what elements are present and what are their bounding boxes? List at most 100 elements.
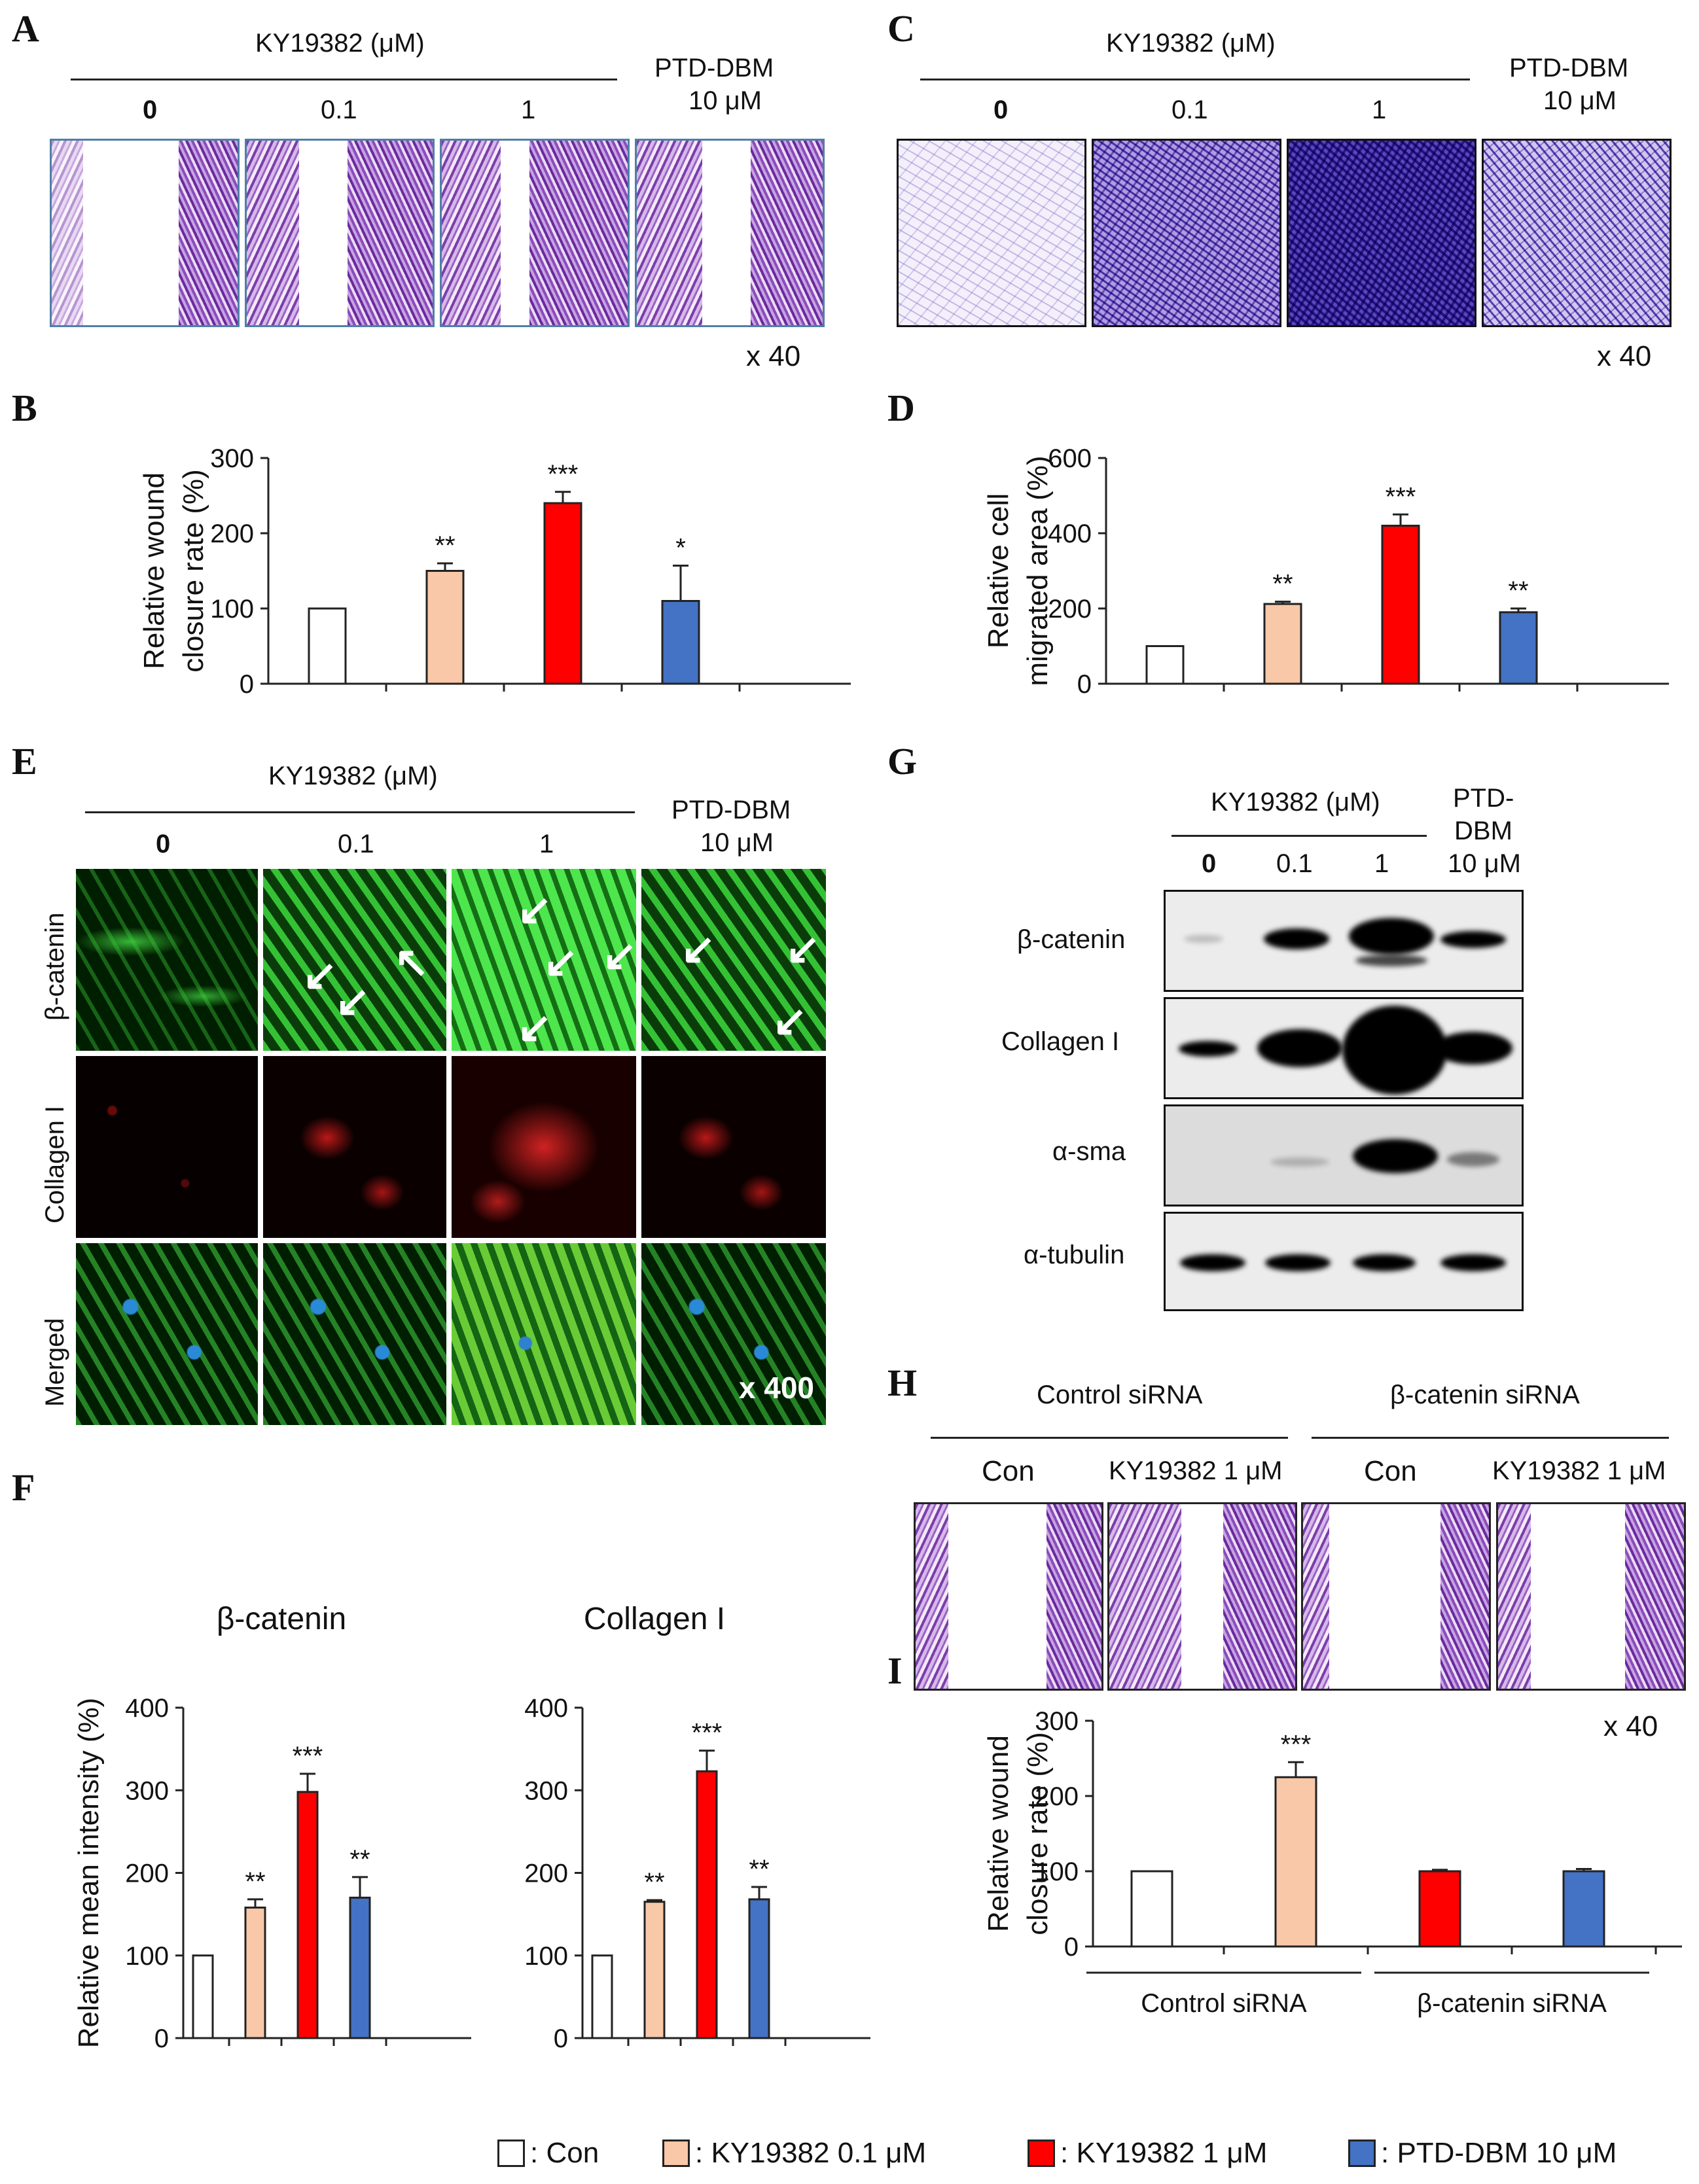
bar: [1499, 611, 1538, 685]
significance-label: ***: [692, 1719, 723, 1748]
c-magnification: x 40: [1597, 340, 1652, 372]
bar: [1145, 645, 1185, 685]
h-group-bcat: β-catenin siRNA: [1390, 1381, 1580, 1409]
significance-label: **: [1508, 576, 1528, 605]
y-tick-label: 200: [524, 1859, 568, 1888]
g-row-label-beta-catenin: β-catenin: [1017, 925, 1126, 954]
bar: [1274, 1776, 1317, 1948]
y-axis-label: Relative cell: [982, 493, 1014, 648]
group-label: Control siRNA: [1141, 1989, 1307, 2018]
e-image-bcat-0: [75, 868, 259, 1052]
significance-label: ***: [293, 1742, 323, 1770]
h-rule-bcat: [1312, 1437, 1669, 1439]
y-tick-label: 300: [210, 444, 254, 473]
a-wound-image-1: [440, 139, 630, 327]
g-ptd-line1: PTD-: [1453, 784, 1514, 813]
g-conc-0: 0: [1202, 849, 1217, 878]
g-row-label-sma: α-sma: [1052, 1137, 1126, 1166]
bar: [1418, 1870, 1461, 1948]
significance-label: **: [1272, 570, 1293, 599]
chart-f-beta-catenin: β-catenin 0 100 200 300 400 Relative mean inte…: [73, 1602, 471, 2053]
legend-label-k1: : KY19382 1 μM: [1060, 2137, 1268, 2169]
significance-label: **: [245, 1867, 265, 1896]
e-conc-1: 1: [539, 830, 554, 858]
e-image-merged-0: [75, 1242, 259, 1426]
legend-swatch-con: [497, 2140, 525, 2167]
arrow-icon: ↙: [772, 997, 808, 1044]
e-row-label-merged: Merged: [41, 1318, 69, 1407]
legend-swatch-ptd: [1348, 2140, 1376, 2167]
c-transwell-image-ptd: [1482, 139, 1672, 327]
y-tick-label: 400: [1048, 520, 1092, 548]
bar: [748, 1898, 770, 2039]
significance-label: **: [749, 1855, 769, 1884]
g-blot-beta-catenin: [1164, 890, 1524, 992]
bar: [308, 607, 347, 685]
h-wound-image-bcat-ky: [1496, 1502, 1686, 1691]
e-conc-0: 0: [156, 830, 171, 858]
bar: [591, 1954, 613, 2039]
arrow-icon: ↙: [302, 951, 338, 998]
legend-label-k01: : KY19382 0.1 μM: [695, 2137, 927, 2169]
a-ptd-line2: 10 μM: [689, 86, 762, 115]
e-compound-header: KY19382 (μM): [268, 762, 438, 790]
h-rule-control: [931, 1437, 1288, 1439]
panel-letter-b: B: [12, 387, 37, 429]
bar: [543, 502, 582, 685]
arrow-icon: ↙: [785, 925, 821, 972]
panel-letter-h: H: [887, 1362, 918, 1404]
arrow-icon: ↙: [517, 886, 552, 933]
arrow-icon: ↙: [517, 1004, 552, 1051]
panel-letter-c: C: [887, 7, 915, 50]
e-magnification: x 400: [738, 1371, 814, 1405]
g-compound-header: KY19382 (μM): [1211, 788, 1380, 817]
c-conc-01: 0.1: [1171, 96, 1208, 124]
panel-letter-i: I: [887, 1649, 903, 1692]
c-transwell-image-1: [1287, 139, 1476, 327]
h-group-control: Control siRNA: [1037, 1381, 1203, 1409]
c-conc-1: 1: [1372, 96, 1387, 124]
bar: [192, 1954, 214, 2039]
y-tick-label: 300: [125, 1776, 169, 1805]
c-transwell-image-0: [897, 139, 1086, 327]
y-tick-label: 100: [524, 1942, 568, 1971]
h-col-con-2: Con: [1364, 1455, 1417, 1487]
g-header-rule: [1171, 835, 1427, 837]
e-image-col-1: [450, 1055, 637, 1239]
c-compound-header: KY19382 (μM): [1106, 29, 1276, 58]
e-row-label-collagen: Collagen I: [41, 1105, 69, 1224]
chart-title: β-catenin: [217, 1602, 346, 1636]
bar: [1263, 603, 1302, 685]
chart-i: 0 100 200 300 Relative wound closure rate (%)…: [982, 1707, 1682, 2018]
e-row-label-beta-catenin: β-catenin: [41, 912, 69, 1021]
y-tick-label: 0: [240, 670, 254, 699]
g-blot-tubulin: [1164, 1212, 1524, 1311]
y-axis-label: Relative wound: [138, 472, 170, 669]
a-compound-header: KY19382 (μM): [255, 29, 425, 58]
h-col-ky-1: KY19382 1 μM: [1109, 1456, 1283, 1485]
arrow-icon: ↖: [394, 938, 429, 985]
e-image-bcat-1: ↙ ↙ ↙ ↙: [450, 868, 637, 1052]
chart-title: Collagen I: [584, 1602, 725, 1636]
e-image-bcat-01: ↙ ↙ ↖: [262, 868, 448, 1052]
g-ptd-line2: DBM: [1454, 817, 1512, 845]
y-axis-label: closure rate (%): [177, 469, 209, 673]
y-tick-label: 0: [1064, 1933, 1079, 1962]
bar: [661, 600, 700, 685]
significance-label: ***: [548, 460, 579, 489]
a-ptd-line1: PTD-DBM: [654, 54, 774, 82]
chart-b: 0 100 200 300 Relative wound closure rate (%)…: [138, 444, 851, 699]
significance-label: ***: [1386, 482, 1416, 511]
a-wound-image-ptd: [635, 139, 825, 327]
c-header-rule: [920, 79, 1470, 80]
panel-letter-d: D: [887, 387, 915, 429]
g-blot-sma: [1164, 1104, 1524, 1206]
legend-swatch-k1: [1028, 2140, 1055, 2167]
y-tick-label: 400: [125, 1694, 169, 1723]
a-wound-image-01: [245, 139, 435, 327]
y-tick-label: 0: [154, 2024, 169, 2053]
significance-label: **: [644, 1868, 664, 1897]
c-conc-0: 0: [993, 96, 1009, 124]
h-magnification: x 40: [1603, 1710, 1658, 1742]
